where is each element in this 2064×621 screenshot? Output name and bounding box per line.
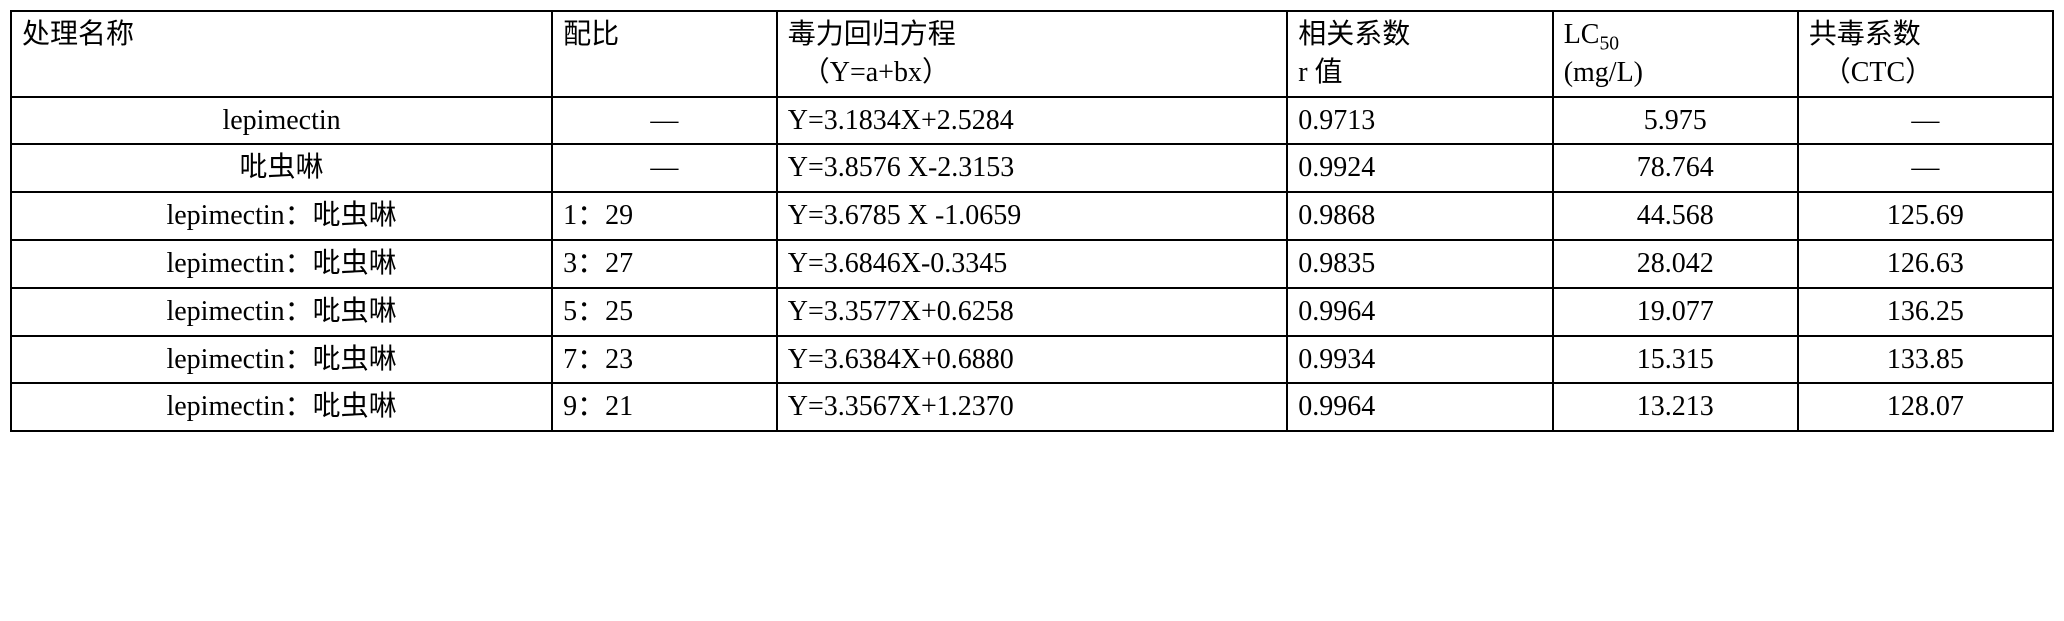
header-r-value: 相关系数 r 值 [1287, 11, 1552, 97]
cell-name: lepimectin：吡虫啉 [11, 383, 552, 431]
cell-ctc: 126.63 [1798, 240, 2053, 288]
cell-ctc: — [1798, 97, 2053, 145]
header-lc50-prefix: LC [1564, 19, 1600, 50]
cell-ratio: 5：25 [552, 288, 777, 336]
header-name: 处理名称 [11, 11, 552, 97]
cell-lc50: 15.315 [1553, 336, 1798, 384]
cell-lc50: 19.077 [1553, 288, 1798, 336]
cell-ctc: 136.25 [1798, 288, 2053, 336]
header-lc50-sub: 50 [1599, 34, 1619, 55]
toxicity-table: 处理名称 配比 毒力回归方程 （Y=a+bx） 相关系数 r 值 LC50 (m… [10, 10, 2054, 432]
cell-r-value: 0.9964 [1287, 288, 1552, 336]
header-equation-line2: （Y=a+bx） [788, 57, 950, 88]
cell-equation: Y=3.1834X+2.5284 [777, 97, 1288, 145]
cell-name: lepimectin：吡虫啉 [11, 336, 552, 384]
cell-ctc: 125.69 [1798, 192, 2053, 240]
header-ctc-line2: （CTC） [1809, 57, 1933, 88]
header-ratio-line1: 配比 [563, 19, 619, 50]
cell-r-value: 0.9924 [1287, 144, 1552, 192]
cell-ctc: — [1798, 144, 2053, 192]
header-r-line1: 相关系数 [1298, 19, 1410, 50]
cell-ratio: — [552, 144, 777, 192]
cell-equation: Y=3.8576 X-2.3153 [777, 144, 1288, 192]
table-header-row: 处理名称 配比 毒力回归方程 （Y=a+bx） 相关系数 r 值 LC50 (m… [11, 11, 2053, 97]
cell-ratio: 1：29 [552, 192, 777, 240]
cell-lc50: 13.213 [1553, 383, 1798, 431]
cell-equation: Y=3.6384X+0.6880 [777, 336, 1288, 384]
table-body: lepimectin — Y=3.1834X+2.5284 0.9713 5.9… [11, 97, 2053, 432]
cell-equation: Y=3.6846X-0.3345 [777, 240, 1288, 288]
cell-name: lepimectin：吡虫啉 [11, 192, 552, 240]
cell-equation: Y=3.3567X+1.2370 [777, 383, 1288, 431]
cell-lc50: 44.568 [1553, 192, 1798, 240]
cell-ratio: 3：27 [552, 240, 777, 288]
header-r-line2: r 值 [1298, 57, 1342, 88]
cell-ratio: 9：21 [552, 383, 777, 431]
cell-ctc: 128.07 [1798, 383, 2053, 431]
cell-name: 吡虫啉 [11, 144, 552, 192]
cell-equation: Y=3.3577X+0.6258 [777, 288, 1288, 336]
cell-lc50: 78.764 [1553, 144, 1798, 192]
table-row: 吡虫啉 — Y=3.8576 X-2.3153 0.9924 78.764 — [11, 144, 2053, 192]
cell-ctc: 133.85 [1798, 336, 2053, 384]
table-row: lepimectin：吡虫啉 5：25 Y=3.3577X+0.6258 0.9… [11, 288, 2053, 336]
cell-ratio: 7：23 [552, 336, 777, 384]
header-equation-line1: 毒力回归方程 [788, 19, 956, 50]
header-name-line1: 处理名称 [22, 19, 134, 50]
cell-name: lepimectin：吡虫啉 [11, 240, 552, 288]
cell-lc50: 5.975 [1553, 97, 1798, 145]
table-row: lepimectin：吡虫啉 1：29 Y=3.6785 X -1.0659 0… [11, 192, 2053, 240]
table-row: lepimectin：吡虫啉 3：27 Y=3.6846X-0.3345 0.9… [11, 240, 2053, 288]
cell-r-value: 0.9934 [1287, 336, 1552, 384]
cell-name: lepimectin [11, 97, 552, 145]
header-ctc-line1: 共毒系数 [1809, 19, 1921, 50]
header-lc50-line2: (mg/L) [1564, 57, 1643, 88]
header-ratio: 配比 [552, 11, 777, 97]
cell-name: lepimectin：吡虫啉 [11, 288, 552, 336]
cell-ratio: — [552, 97, 777, 145]
cell-r-value: 0.9835 [1287, 240, 1552, 288]
cell-equation: Y=3.6785 X -1.0659 [777, 192, 1288, 240]
cell-r-value: 0.9964 [1287, 383, 1552, 431]
header-equation: 毒力回归方程 （Y=a+bx） [777, 11, 1288, 97]
header-lc50: LC50 (mg/L) [1553, 11, 1798, 97]
header-ctc: 共毒系数 （CTC） [1798, 11, 2053, 97]
cell-lc50: 28.042 [1553, 240, 1798, 288]
table-row: lepimectin：吡虫啉 7：23 Y=3.6384X+0.6880 0.9… [11, 336, 2053, 384]
cell-r-value: 0.9868 [1287, 192, 1552, 240]
table-row: lepimectin：吡虫啉 9：21 Y=3.3567X+1.2370 0.9… [11, 383, 2053, 431]
cell-r-value: 0.9713 [1287, 97, 1552, 145]
table-row: lepimectin — Y=3.1834X+2.5284 0.9713 5.9… [11, 97, 2053, 145]
